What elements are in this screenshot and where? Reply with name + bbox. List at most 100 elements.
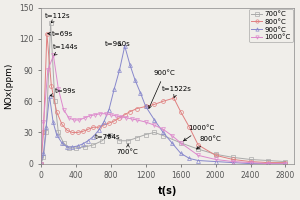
700°C <box>62 142 65 144</box>
900°C <box>55 133 58 136</box>
1000°C <box>119 116 123 118</box>
700°C <box>144 133 148 136</box>
1000°C <box>114 115 118 117</box>
800°C <box>45 32 49 35</box>
800°C <box>70 131 74 134</box>
1000°C <box>88 115 92 117</box>
800°C <box>65 129 69 132</box>
700°C <box>100 140 104 142</box>
700°C <box>56 131 60 134</box>
800°C <box>118 117 121 119</box>
900°C <box>161 131 165 134</box>
1000°C <box>231 160 235 163</box>
Legend: 700°C, 800°C, 900°C, 1000°C: 700°C, 800°C, 900°C, 1000°C <box>249 9 293 42</box>
900°C <box>134 79 137 82</box>
1000°C <box>135 119 139 121</box>
900°C <box>123 45 127 47</box>
800°C <box>144 105 148 108</box>
900°C <box>196 159 200 162</box>
700°C <box>196 148 200 150</box>
800°C <box>81 130 85 133</box>
700°C <box>67 147 70 149</box>
900°C <box>48 95 51 97</box>
800°C <box>92 126 95 128</box>
800°C <box>123 114 127 116</box>
Text: t=69s: t=69s <box>48 31 74 37</box>
700°C <box>44 131 48 134</box>
800°C <box>112 120 116 122</box>
700°C <box>42 156 45 159</box>
900°C <box>70 146 74 148</box>
1000°C <box>196 154 200 157</box>
800°C <box>214 154 217 157</box>
1000°C <box>125 117 128 119</box>
800°C <box>39 162 43 165</box>
900°C <box>65 146 69 148</box>
800°C <box>249 160 252 163</box>
900°C <box>97 129 100 132</box>
800°C <box>196 144 200 146</box>
Text: t=960s: t=960s <box>105 41 130 47</box>
900°C <box>249 162 252 165</box>
900°C <box>107 108 111 111</box>
800°C <box>50 84 53 87</box>
900°C <box>44 126 48 128</box>
1000°C <box>52 54 55 57</box>
1000°C <box>72 119 76 121</box>
700°C <box>83 146 86 148</box>
700°C <box>118 140 121 142</box>
1000°C <box>39 162 43 165</box>
800°C <box>231 158 235 161</box>
Text: t=794s: t=794s <box>95 134 121 140</box>
900°C <box>214 160 217 163</box>
900°C <box>231 161 235 164</box>
1000°C <box>93 114 97 116</box>
700°C <box>53 100 57 102</box>
1000°C <box>83 117 86 119</box>
900°C <box>76 145 80 147</box>
700°C <box>108 133 112 136</box>
Line: 700°C: 700°C <box>39 21 287 166</box>
700°C <box>179 142 182 144</box>
Text: t=144s: t=144s <box>53 44 78 55</box>
800°C <box>97 126 100 128</box>
900°C <box>112 88 116 90</box>
X-axis label: t(s): t(s) <box>158 186 177 196</box>
700°C <box>49 22 52 24</box>
Line: 900°C: 900°C <box>39 44 287 166</box>
800°C <box>102 124 106 126</box>
700°C <box>74 147 78 149</box>
800°C <box>172 97 175 99</box>
Line: 1000°C: 1000°C <box>39 54 287 166</box>
1000°C <box>170 134 174 137</box>
800°C <box>76 131 80 134</box>
900°C <box>92 135 95 138</box>
1000°C <box>46 69 50 71</box>
1000°C <box>144 121 148 123</box>
800°C <box>161 100 165 102</box>
1000°C <box>161 128 165 131</box>
1000°C <box>42 121 45 123</box>
800°C <box>284 161 287 164</box>
1000°C <box>214 158 217 161</box>
700°C <box>161 134 165 137</box>
1000°C <box>67 117 70 119</box>
700°C <box>153 131 156 134</box>
800°C <box>86 128 90 131</box>
Text: t=99s: t=99s <box>50 88 76 96</box>
900°C <box>42 152 45 154</box>
1000°C <box>249 161 252 164</box>
900°C <box>188 157 191 160</box>
900°C <box>102 121 106 123</box>
700°C <box>126 140 130 142</box>
800°C <box>188 126 191 128</box>
800°C <box>153 103 156 106</box>
700°C <box>284 160 287 163</box>
800°C <box>179 110 182 113</box>
900°C <box>170 142 174 144</box>
Text: 800°C: 800°C <box>196 136 222 149</box>
Text: t=112s: t=112s <box>45 13 71 23</box>
900°C <box>60 142 64 144</box>
700°C <box>249 158 252 161</box>
Y-axis label: NOx(ppm): NOx(ppm) <box>4 62 13 109</box>
